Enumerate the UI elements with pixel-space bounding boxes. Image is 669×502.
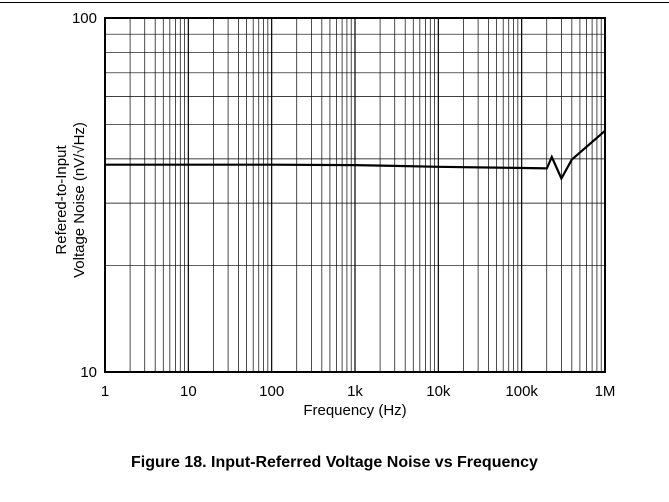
x-tick-label: 1M [595,383,616,400]
y-tick-label: 10 [80,364,97,381]
y-tick-labels: 10 100 [72,10,97,381]
top-rule [0,2,669,3]
y-axis-label-line-1: Refered-to-Input [53,145,70,255]
x-tick-label: 1 [101,383,109,400]
grid-major [104,18,523,372]
x-tick-label: 100k [505,383,538,400]
y-axis-label-line-2: Voltage Noise (nV/√Hz) [71,122,88,278]
x-tick-label: 100 [259,383,284,400]
x-tick-label: 10 [180,383,197,400]
x-tick-label: 10k [426,383,451,400]
plot-frame [104,17,606,373]
y-tick-label: 100 [72,10,97,27]
figure-caption: Figure 18. Input-Referred Voltage Noise … [131,454,538,471]
noise-series-line [105,129,606,181]
series-layer [105,129,606,181]
x-axis-label: Frequency (Hz) [303,402,406,419]
x-tick-label: 1k [347,383,363,400]
x-tick-labels: 1 10 100 1k 10k 100k 1M [101,383,616,400]
